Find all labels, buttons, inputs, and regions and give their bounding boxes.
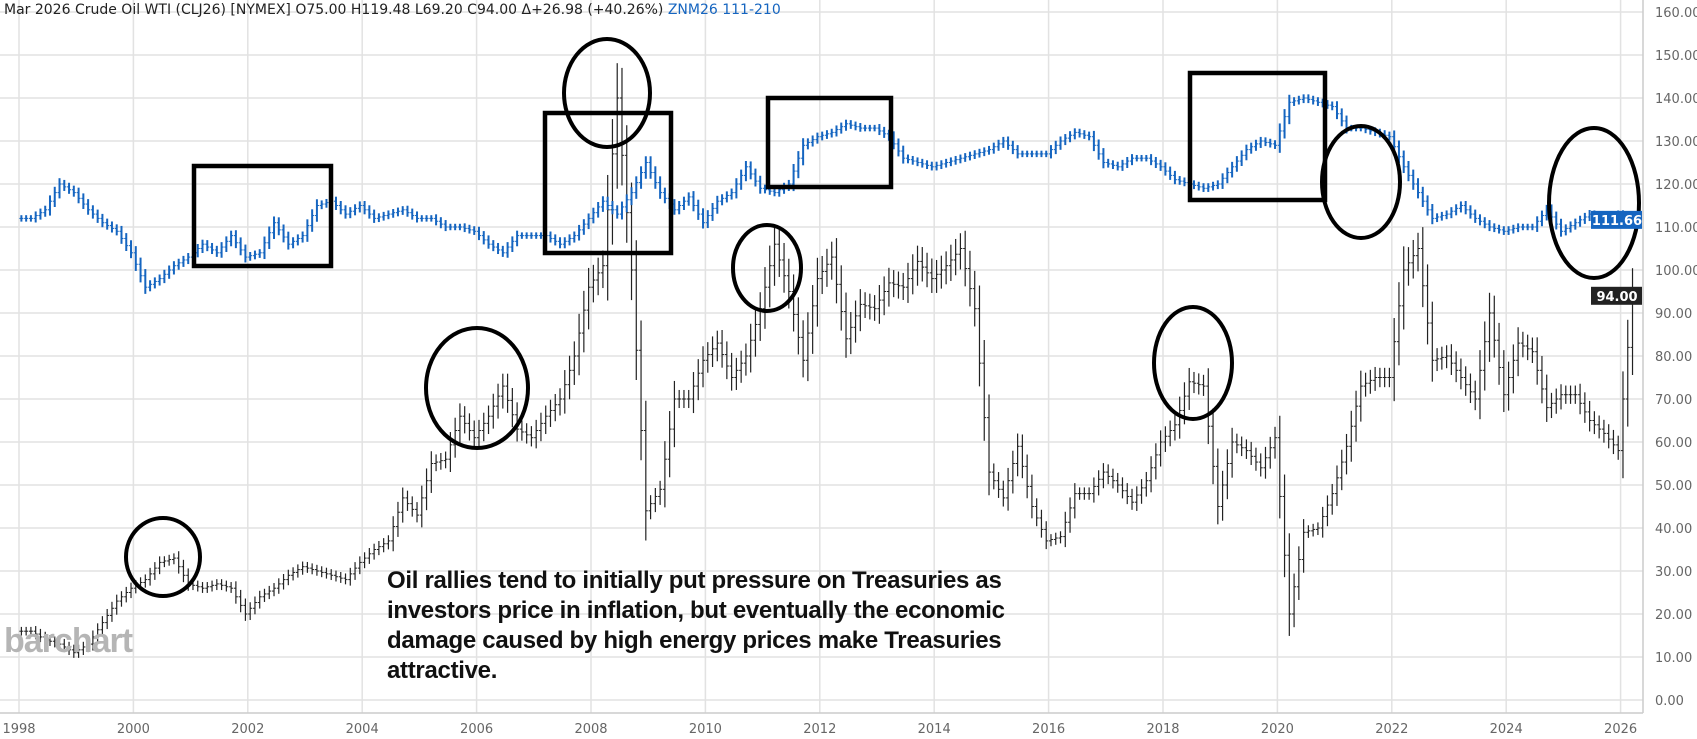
annotation-box (1187, 70, 1328, 203)
x-tick-label: 2018 (1146, 722, 1179, 737)
y-tick-label: 40.00 (1655, 522, 1692, 537)
y-tick-label: 20.00 (1655, 608, 1692, 623)
x-tick-label: 2000 (117, 722, 150, 737)
oil-series (19, 63, 1635, 658)
x-tick-label: 1998 (2, 722, 35, 737)
annotation-circle (731, 223, 803, 313)
y-tick-label: 50.00 (1655, 479, 1692, 494)
chart-header: Mar 2026 Crude Oil WTI (CLJ26) [NYMEX] O… (4, 2, 781, 18)
y-tick-label: 80.00 (1655, 350, 1692, 365)
annotation-circle (562, 37, 652, 149)
annotation-circle (124, 516, 202, 598)
x-tick-label: 2002 (231, 722, 264, 737)
y-tick-label: 90.00 (1655, 307, 1692, 322)
treasury-last-price-badge (1591, 210, 1642, 229)
y-tick-label: 0.00 (1655, 694, 1684, 709)
y-tick-label: 160.00 (1655, 6, 1697, 21)
ohlc-values: O75.00 H119.48 L69.20 C94.00 Δ+26.98 (+4… (295, 2, 664, 18)
annotation-box (191, 163, 334, 269)
y-tick-label: 100.00 (1655, 264, 1697, 279)
y-tick-label: 70.00 (1655, 393, 1692, 408)
x-tick-label: 2016 (1032, 722, 1065, 737)
oil-last-price-badge (1591, 286, 1642, 305)
symbol-title: Mar 2026 Crude Oil WTI (CLJ26) [NYMEX] (4, 2, 291, 18)
x-tick-label: 2004 (346, 722, 379, 737)
x-tick-label: 2006 (460, 722, 493, 737)
annotation-circle (1547, 126, 1641, 280)
annotation-text: Oil rallies tend to initially put pressu… (387, 567, 1005, 684)
barchart-watermark: barchart (4, 622, 133, 660)
x-tick-label: 2008 (574, 722, 607, 737)
annotation-circle (1152, 305, 1234, 421)
y-tick-label: 10.00 (1655, 651, 1692, 666)
x-tick-label: 2024 (1490, 722, 1523, 737)
annotation-circle (424, 326, 530, 450)
y-tick-label: 140.00 (1655, 92, 1697, 107)
annotation-box (765, 95, 894, 190)
y-tick-label: 130.00 (1655, 135, 1697, 150)
last-price-label: 94.00 (1596, 290, 1637, 305)
y-tick-label: 120.00 (1655, 178, 1697, 193)
y-tick-label: 150.00 (1655, 49, 1697, 64)
x-tick-label: 2026 (1604, 722, 1637, 737)
annotation-circle (1320, 124, 1402, 240)
last-price-label: 111.66 (1592, 214, 1642, 229)
y-tick-label: 60.00 (1655, 436, 1692, 451)
treasury-series (19, 94, 1635, 294)
x-tick-label: 2022 (1375, 722, 1408, 737)
compare-symbol[interactable]: ZNM26 111-210 (667, 2, 781, 18)
x-tick-label: 2012 (803, 722, 836, 737)
y-tick-label: 30.00 (1655, 565, 1692, 580)
x-tick-label: 2020 (1261, 722, 1294, 737)
y-tick-label: 110.00 (1655, 221, 1697, 236)
x-tick-label: 2014 (918, 722, 951, 737)
annotation-box (542, 110, 674, 256)
x-tick-label: 2010 (689, 722, 722, 737)
